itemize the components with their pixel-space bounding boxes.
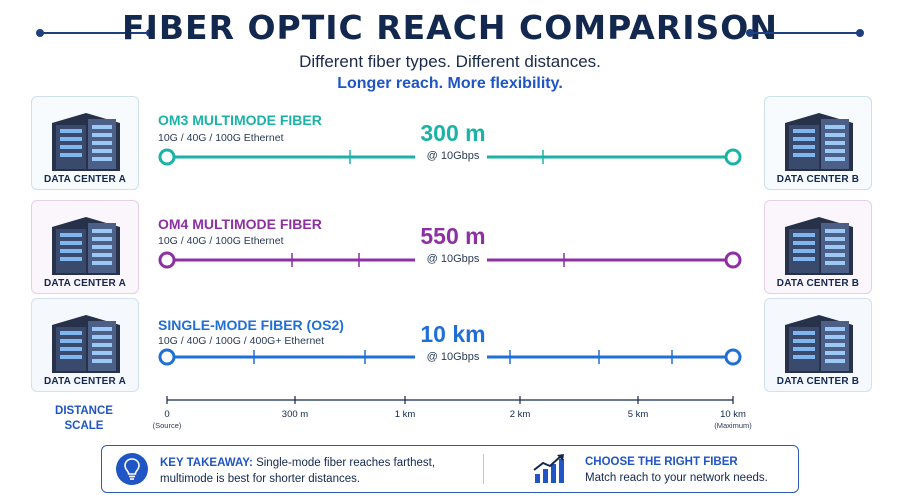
reach-rate-om3: @ 10Gbps	[426, 150, 480, 162]
footer-takeaway-box: KEY TAKEAWAY: Single-mode fiber reaches …	[101, 445, 799, 493]
fiber-standards-om3: 10G / 40G / 100G Ethernet	[158, 132, 284, 144]
choose-fiber-subtitle: Match reach to your network needs.	[585, 472, 768, 484]
fiber-type-om4: MULTIMODE FIBER	[192, 216, 322, 232]
data-center-a-card: DATA CENTER A	[31, 298, 139, 392]
data-center-b-card: DATA CENTER B	[764, 96, 872, 190]
page-subtitle: Different fiber types. Different distanc…	[299, 52, 601, 71]
fiber-name-om4: OM4 MULTIMODE FIBER	[158, 216, 322, 232]
distance-scale-axis	[166, 396, 734, 404]
data-center-b-label: DATA CENTER B	[776, 278, 860, 289]
takeaway-line-1: KEY TAKEAWAY: Single-mode fiber reaches …	[160, 457, 435, 469]
scale-tick-5-sub: (Maximum)	[714, 421, 752, 430]
fiber-name-os2: SINGLE-MODE FIBER (OS2)	[158, 317, 344, 333]
data-center-a-label: DATA CENTER A	[43, 278, 127, 289]
data-center-a-card: DATA CENTER A	[31, 96, 139, 190]
fiber-row-om3: DATA CENTER A OM3 MULTIMODE FIBER 10G / …	[0, 96, 900, 192]
takeaway-text-1: Single-mode fiber reaches farthest,	[256, 457, 436, 469]
title-decoration-right	[746, 29, 864, 37]
distance-scale-label: DISTANCE SCALE	[55, 405, 113, 432]
data-center-a-card: DATA CENTER A	[31, 200, 139, 294]
reach-rate-om4: @ 10Gbps	[426, 253, 480, 265]
fiber-prefix-om3: OM3	[158, 112, 189, 128]
reach-value-os2: 10 km	[420, 321, 486, 347]
fiber-standards-os2: 10G / 40G / 100G / 400G+ Ethernet	[158, 335, 325, 347]
takeaway-text-2: multimode is best for shorter distances.	[160, 473, 361, 485]
fiber-row-os2: DATA CENTER A SINGLE-MODE FIBER (OS2) 10…	[0, 298, 900, 394]
scale-tick-2: 1 km	[394, 409, 416, 420]
server-tower-icon	[785, 113, 853, 171]
server-tower-icon	[785, 217, 853, 275]
data-center-b-card: DATA CENTER B	[764, 200, 872, 294]
data-center-b-label: DATA CENTER B	[776, 174, 860, 185]
footer-divider	[483, 454, 484, 484]
data-center-b-label: DATA CENTER B	[776, 376, 860, 387]
growth-chart-icon	[533, 454, 564, 483]
fiber-type-os2: FIBER (OS2)	[260, 317, 344, 333]
lightbulb-icon	[116, 453, 148, 485]
header: FIBER OPTIC REACH COMPARISON Different f…	[0, 0, 900, 100]
server-tower-icon	[785, 315, 853, 373]
fiber-type-om3: MULTIMODE FIBER	[192, 112, 322, 128]
scale-tick-3: 2 km	[509, 409, 531, 420]
server-tower-icon	[52, 113, 120, 171]
fiber-line-om3	[158, 148, 742, 166]
page-title: FIBER OPTIC REACH COMPARISON	[122, 8, 778, 47]
server-tower-icon	[52, 217, 120, 275]
choose-fiber-title: CHOOSE THE RIGHT FIBER	[585, 456, 738, 468]
fiber-line-os2	[158, 348, 742, 366]
scale-tick-0: 0	[164, 409, 170, 420]
fiber-standards-om4: 10G / 40G / 100G Ethernet	[158, 235, 284, 247]
data-center-b-card: DATA CENTER B	[764, 298, 872, 392]
data-center-a-label: DATA CENTER A	[43, 174, 127, 185]
page-tagline: Longer reach. More flexibility.	[337, 75, 563, 92]
fiber-line-om4	[158, 251, 742, 269]
scale-tick-5: 10 km	[720, 409, 746, 420]
scale-tick-1: 300 m	[281, 409, 309, 420]
scale-tick-4: 5 km	[627, 409, 649, 420]
reach-value-om3: 300 m	[420, 120, 486, 146]
fiber-row-om4: DATA CENTER A OM4 MULTIMODE FIBER 10G / …	[0, 200, 900, 296]
title-decoration-left	[36, 29, 154, 37]
scale-tick-0-sub: (Source)	[152, 421, 182, 430]
reach-rate-os2: @ 10Gbps	[426, 351, 480, 363]
fiber-name-om3: OM3 MULTIMODE FIBER	[158, 112, 322, 128]
takeaway-label: KEY TAKEAWAY:	[160, 457, 253, 469]
fiber-prefix-os2: SINGLE-MODE	[158, 317, 257, 333]
server-tower-icon	[52, 315, 120, 373]
data-center-a-label: DATA CENTER A	[43, 376, 127, 387]
reach-value-om4: 550 m	[420, 223, 486, 249]
fiber-prefix-om4: OM4	[158, 216, 189, 232]
